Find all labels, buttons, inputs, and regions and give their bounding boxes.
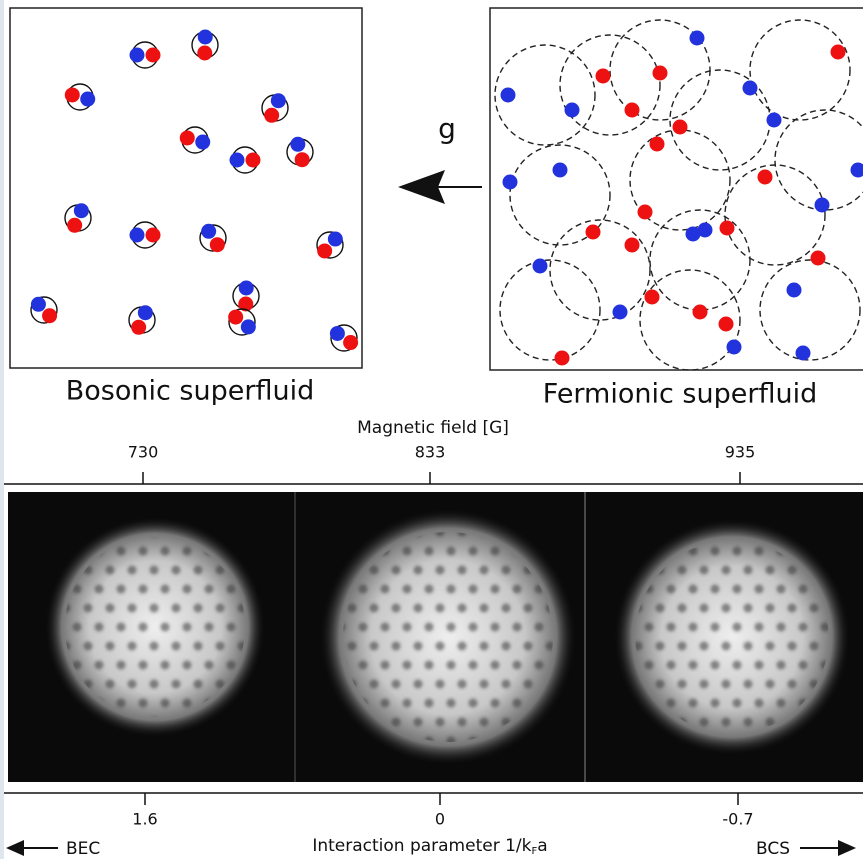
boson-atom xyxy=(130,48,145,63)
boson-atom xyxy=(328,232,343,247)
fermion-atom xyxy=(690,31,705,46)
fermion-atom xyxy=(596,69,611,84)
fermion-atom xyxy=(565,103,580,118)
fermion-atom xyxy=(650,137,665,152)
arrow-label: g xyxy=(438,112,456,145)
fermion-atom xyxy=(796,346,811,361)
boson-atom xyxy=(246,153,261,168)
boson-atom xyxy=(295,152,310,167)
boson-atom xyxy=(74,203,89,218)
fermion-atom xyxy=(586,225,601,240)
bosonic-box xyxy=(10,8,362,368)
tick-label: 1.6 xyxy=(132,810,157,829)
boson-atom xyxy=(210,237,225,252)
fermion-atom xyxy=(787,283,802,298)
bottom-axis-title: Interaction parameter 1/kFa xyxy=(312,836,547,857)
boson-atom xyxy=(138,305,153,320)
left-end-label: BEC xyxy=(66,839,100,859)
fermion-atom xyxy=(831,45,846,60)
fermion-atom xyxy=(638,205,653,220)
cloud-images xyxy=(45,509,850,765)
bosonic-label: Bosonic superfluid xyxy=(66,376,314,407)
boson-atom xyxy=(230,153,245,168)
figure: g Bosonic superfluid Fermionic superflui… xyxy=(0,0,863,859)
fermion-atom xyxy=(743,81,758,96)
fermion-atom xyxy=(693,305,708,320)
boson-atom xyxy=(317,243,332,258)
boson-atom xyxy=(198,30,213,45)
fermion-atom xyxy=(698,223,713,238)
boson-atom xyxy=(201,224,216,239)
tick-label: 833 xyxy=(415,443,446,462)
tick-label: -0.7 xyxy=(722,810,753,829)
boson-atom xyxy=(195,135,210,150)
fermion-atom xyxy=(815,198,830,213)
boson-atom xyxy=(146,48,161,63)
boson-atom xyxy=(67,218,82,233)
fermion-atom xyxy=(555,351,570,366)
boson-atom xyxy=(343,335,358,350)
top-axis-title: Magnetic field [G] xyxy=(357,418,509,438)
fermion-atom xyxy=(625,103,640,118)
boson-atom xyxy=(65,87,80,102)
boson-atom xyxy=(130,228,145,243)
tick-label: 0 xyxy=(435,810,445,829)
fermion-atom xyxy=(645,290,660,305)
fermion-atom xyxy=(653,66,668,81)
fermion-atom xyxy=(613,305,628,320)
fermion-atom xyxy=(719,317,734,332)
fermion-atom xyxy=(758,170,773,185)
boson-atom xyxy=(131,320,146,335)
fermion-atom xyxy=(625,238,640,253)
boson-atom xyxy=(180,130,195,145)
fermion-atom xyxy=(720,221,735,236)
title-text: Interaction parameter 1/k xyxy=(312,836,531,856)
boson-atom xyxy=(80,92,95,107)
boson-atom xyxy=(330,326,345,341)
fermionic-label: Fermionic superfluid xyxy=(543,379,817,410)
tick-label: 730 xyxy=(128,443,159,462)
boson-atom xyxy=(42,308,57,323)
boson-atom xyxy=(31,297,46,312)
tick-label: 935 xyxy=(725,443,756,462)
title-text: a xyxy=(537,836,547,856)
boson-atom xyxy=(146,228,161,243)
boson-atom xyxy=(290,137,305,152)
fermion-atom xyxy=(503,175,518,190)
boson-atom xyxy=(197,45,212,60)
boson-atom xyxy=(228,310,243,325)
fermion-atom xyxy=(501,88,516,103)
right-end-label: BCS xyxy=(756,839,790,859)
fermionic-box xyxy=(490,8,863,370)
boson-atom xyxy=(239,281,254,296)
fermion-atom xyxy=(767,113,782,128)
boson-atom xyxy=(241,319,256,334)
boson-atom xyxy=(271,93,286,108)
fermion-atom xyxy=(673,120,688,135)
fermion-atom xyxy=(533,259,548,274)
fermion-atom xyxy=(553,163,568,178)
fermion-atom xyxy=(727,340,742,355)
boson-atom xyxy=(264,108,279,123)
fermion-atom xyxy=(811,251,826,266)
